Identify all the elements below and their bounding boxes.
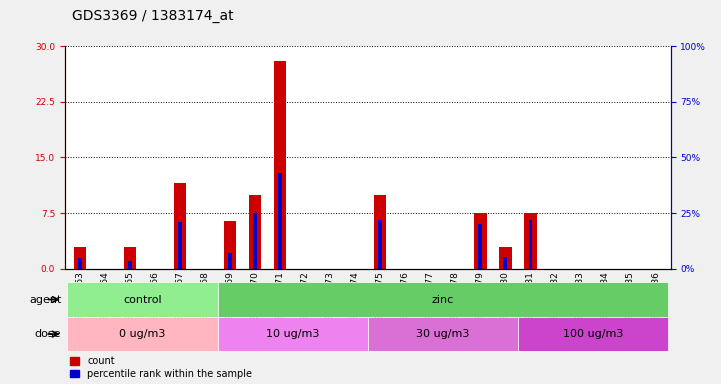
Bar — [499, 247, 512, 269]
Bar — [253, 213, 257, 269]
Text: 30 ug/m3: 30 ug/m3 — [416, 329, 469, 339]
Bar — [224, 220, 236, 269]
Bar — [278, 173, 282, 269]
Bar — [528, 220, 532, 269]
Bar — [374, 195, 386, 269]
Text: 100 ug/m3: 100 ug/m3 — [563, 329, 623, 339]
Bar — [524, 213, 536, 269]
Bar — [228, 253, 232, 269]
Bar — [174, 184, 186, 269]
Bar — [178, 222, 182, 269]
Bar — [67, 282, 218, 317]
Bar — [474, 213, 487, 269]
Bar — [368, 317, 518, 351]
Bar — [518, 317, 668, 351]
Text: 10 ug/m3: 10 ug/m3 — [266, 329, 319, 339]
Bar — [218, 317, 368, 351]
Bar — [78, 258, 81, 269]
Bar — [128, 261, 132, 269]
Text: agent: agent — [29, 295, 61, 305]
Bar — [479, 224, 482, 269]
Bar — [249, 195, 261, 269]
Bar — [274, 61, 286, 269]
Bar — [74, 247, 87, 269]
Text: 0 ug/m3: 0 ug/m3 — [119, 329, 166, 339]
Text: zinc: zinc — [432, 295, 454, 305]
Text: GDS3369 / 1383174_at: GDS3369 / 1383174_at — [72, 9, 234, 23]
Text: dose: dose — [35, 329, 61, 339]
Bar — [218, 282, 668, 317]
Bar — [503, 257, 508, 269]
Bar — [124, 247, 136, 269]
Text: control: control — [123, 295, 162, 305]
Bar — [379, 220, 382, 269]
Bar — [67, 317, 218, 351]
Legend: count, percentile rank within the sample: count, percentile rank within the sample — [70, 356, 252, 379]
